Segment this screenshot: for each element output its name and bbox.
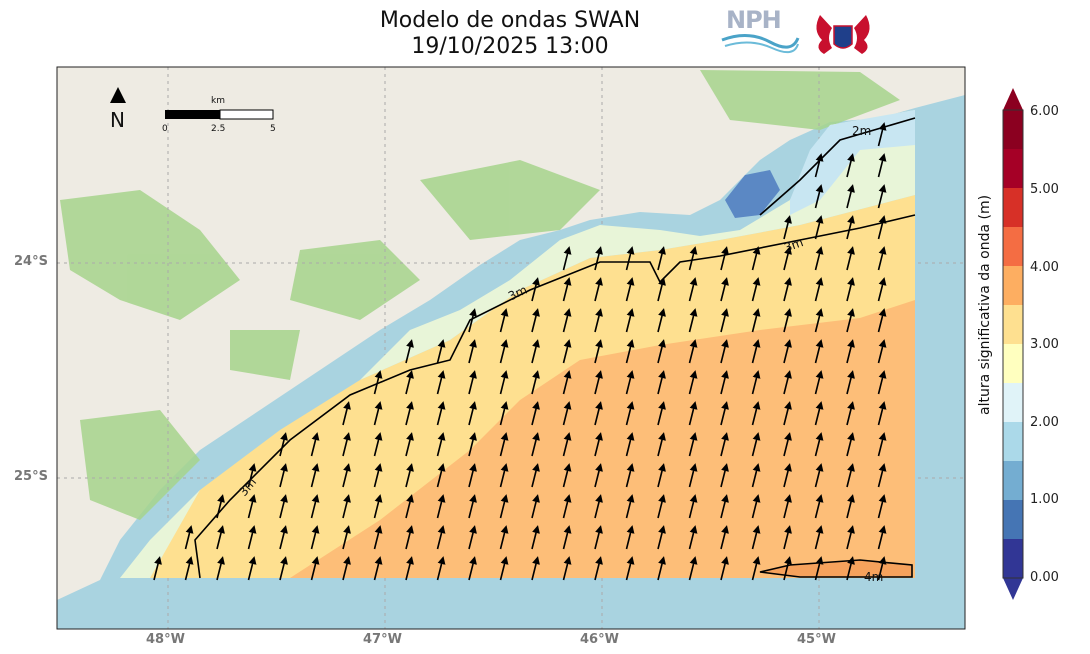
colorbar-segment xyxy=(1003,110,1023,149)
cb-tick-3: 3.00 xyxy=(1030,337,1059,352)
map-datetime: 19/10/2025 13:00 xyxy=(300,34,720,60)
colorbar-segment xyxy=(1003,383,1023,422)
north-label: N xyxy=(110,108,125,132)
colorbar-segment xyxy=(1003,227,1023,266)
colorbar-segment xyxy=(1003,188,1023,227)
colorbar xyxy=(1003,88,1023,600)
y-tick-25s: 25°S xyxy=(14,469,48,484)
colorbar-segment xyxy=(1003,461,1023,500)
scale-unit: km xyxy=(211,96,225,106)
colorbar-segment xyxy=(1003,539,1023,578)
cb-tick-6: 6.00 xyxy=(1030,104,1059,119)
y-tick-24s: 24°S xyxy=(14,254,48,269)
cb-tick-4: 4.00 xyxy=(1030,260,1059,275)
x-tick-48w: 48°W xyxy=(146,632,185,647)
x-tick-47w: 47°W xyxy=(363,632,402,647)
scale-bar xyxy=(165,110,273,119)
colorbar-segment xyxy=(1003,266,1023,305)
scale-tick-2: 5 xyxy=(270,124,276,134)
contour-label-4m: 4m xyxy=(864,570,883,584)
x-tick-46w: 46°W xyxy=(580,632,619,647)
cb-tick-0: 0.00 xyxy=(1030,570,1059,585)
scale-tick-1: 2.5 xyxy=(211,124,225,134)
contour-label-2m: 2m xyxy=(852,124,871,138)
scale-tick-0: 0 xyxy=(162,124,168,134)
colorbar-segment xyxy=(1003,305,1023,344)
nph-logo-text: NPH xyxy=(726,6,781,34)
colorbar-segment xyxy=(1003,500,1023,539)
cb-tick-5: 5.00 xyxy=(1030,182,1059,197)
logos: NPH xyxy=(718,6,888,62)
map-title: Modelo de ondas SWAN xyxy=(300,8,720,34)
colorbar-title: altura significativa da onda (m) xyxy=(977,265,997,415)
cb-tick-1: 1.00 xyxy=(1030,492,1059,507)
colorbar-extend-min xyxy=(1003,578,1023,600)
colorbar-extend-max xyxy=(1003,88,1023,110)
colorbar-segment xyxy=(1003,344,1023,383)
colorbar-segment xyxy=(1003,149,1023,188)
colorbar-segment xyxy=(1003,422,1023,461)
cb-tick-2: 2.00 xyxy=(1030,415,1059,430)
x-tick-45w: 45°W xyxy=(797,632,836,647)
